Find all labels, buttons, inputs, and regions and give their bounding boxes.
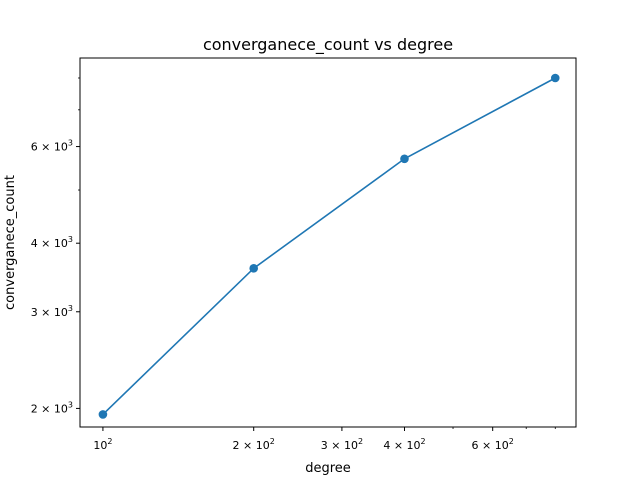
chart-title: converganece_count vs degree — [203, 35, 453, 55]
x-tick-label: 6 × 102 — [472, 437, 514, 452]
x-tick-label: 4 × 102 — [383, 437, 425, 452]
data-point — [400, 154, 409, 164]
series-line — [102, 77, 556, 416]
y-tick-label: 4 × 103 — [31, 235, 73, 250]
data-point — [249, 264, 259, 273]
x-tick-label: 102 — [93, 437, 112, 452]
axis-ticks: 102 2 × 102 3 × 102 4 × 102 6 × 102 2 × 103 3 … — [31, 77, 556, 452]
y-tick-label: 2 × 103 — [31, 400, 73, 415]
y-tick-label: 6 × 103 — [31, 139, 73, 154]
data-series — [98, 73, 560, 419]
data-point — [550, 73, 560, 83]
axes-frame — [79, 57, 577, 428]
data-point — [98, 410, 108, 419]
x-axis-label: degree — [305, 461, 351, 476]
y-tick-label: 3 × 103 — [31, 304, 73, 319]
y-axis-label: converganece_count — [3, 175, 18, 310]
x-tick-label: 2 × 102 — [233, 437, 275, 452]
x-tick-label: 3 × 102 — [321, 437, 363, 452]
